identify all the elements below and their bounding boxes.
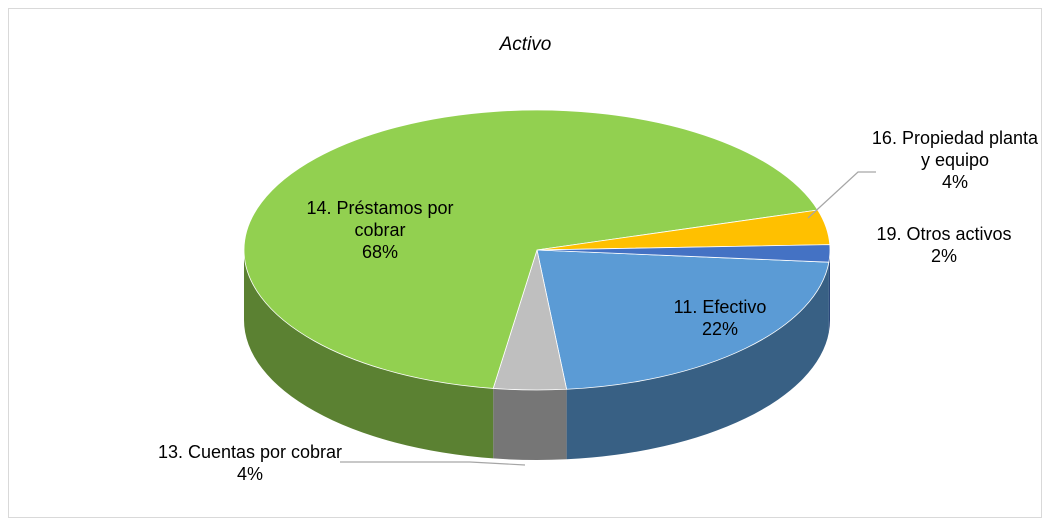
category-label: 11. Efectivo xyxy=(673,297,767,317)
data-label: 13. Cuentas por cobrar 4% xyxy=(155,441,345,485)
slice-side xyxy=(566,262,829,460)
data-label: 19. Otros activos 2% xyxy=(856,223,1032,267)
category-label: 19. Otros activos xyxy=(876,224,1012,244)
chart-frame xyxy=(8,8,1042,518)
data-label: 11. Efectivo 22% xyxy=(640,296,800,340)
category-label: 16. Propiedad planta y equipo xyxy=(871,128,1039,170)
slice-side xyxy=(493,388,567,460)
slice-side xyxy=(828,250,830,333)
slice-side xyxy=(243,250,494,459)
data-label: 14. Préstamos por cobrar 68% xyxy=(295,197,465,263)
value-label: 4% xyxy=(941,172,968,192)
slice xyxy=(536,244,831,263)
category-label: 13. Cuentas por cobrar xyxy=(157,442,343,462)
chart-title: Activo xyxy=(499,34,552,55)
value-label: 22% xyxy=(701,319,739,339)
data-label: 16. Propiedad planta y equipo 4% xyxy=(870,127,1040,193)
leader-line xyxy=(807,171,876,219)
slices xyxy=(243,109,831,460)
leader-line xyxy=(340,461,526,466)
value-label: 4% xyxy=(236,464,263,484)
category-label: 14. Préstamos por cobrar xyxy=(306,198,454,240)
value-label: 2% xyxy=(930,246,957,266)
slice xyxy=(536,249,830,390)
value-label: 68% xyxy=(361,242,399,262)
slice xyxy=(243,109,819,389)
